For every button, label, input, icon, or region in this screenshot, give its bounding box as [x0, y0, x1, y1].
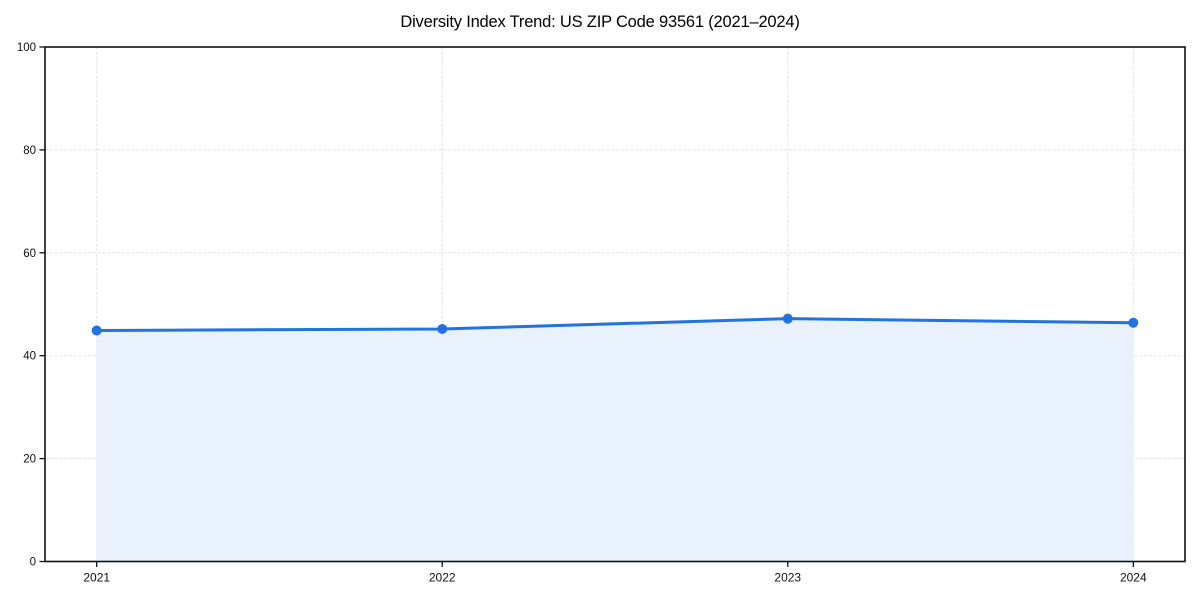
x-tick-label-2021: 2021 [83, 571, 110, 585]
y-tick-label-20: 20 [23, 454, 36, 466]
data-point-2021 [91, 325, 102, 336]
x-tick-label-2024: 2024 [1120, 571, 1147, 585]
x-tick-label-2023: 2023 [774, 571, 801, 585]
y-tick-label-80: 80 [23, 145, 36, 157]
plot-border [44, 46, 1186, 563]
y-tick-label-60: 60 [23, 248, 36, 260]
y-tick-label-0: 0 [30, 557, 36, 569]
chart-title: Diversity Index Trend: US ZIP Code 93561… [400, 13, 800, 31]
area-fill [96, 318, 1134, 562]
data-point-2022 [437, 323, 448, 334]
y-tick-label-100: 100 [17, 42, 36, 54]
y-tick-label-40: 40 [23, 351, 36, 363]
trend-line [95, 317, 1135, 332]
data-point-2023 [782, 313, 793, 324]
x-tick-label-2022: 2022 [429, 571, 456, 585]
data-point-2024 [1128, 317, 1139, 328]
